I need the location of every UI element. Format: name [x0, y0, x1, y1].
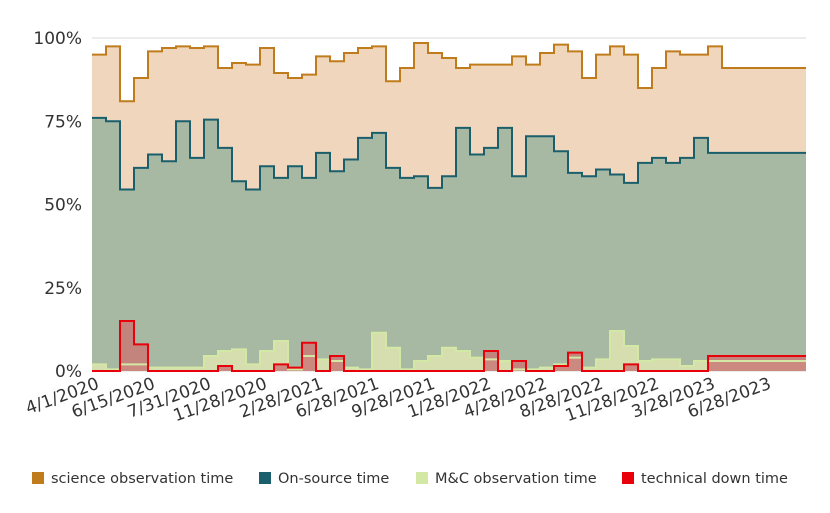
y-axis: 0% 25% 50% 75% 100% — [33, 29, 82, 382]
series-line-m-c-observation-time — [92, 330, 806, 371]
legend-swatch — [622, 472, 634, 484]
series-line-technical-down-time — [92, 320, 806, 372]
legend-label: science observation time — [51, 471, 233, 487]
series-line-science-observation-time — [92, 41, 806, 103]
y-tick-label: 50% — [44, 196, 82, 216]
legend-label: M&C observation time — [435, 471, 597, 487]
legend-label: technical down time — [641, 471, 788, 487]
plot-lines — [92, 41, 806, 372]
legend-swatch — [259, 472, 271, 484]
legend-swatch — [32, 472, 44, 484]
series-area-on-source-time — [92, 117, 806, 371]
x-axis: 4/1/20206/15/20207/31/202011/28/20202/28… — [23, 374, 774, 426]
y-tick-label: 75% — [44, 112, 82, 132]
series-area-technical-down-time — [92, 321, 806, 371]
legend-swatch — [416, 472, 428, 484]
legend-label: On-source time — [278, 471, 389, 487]
y-tick-label: 0% — [55, 362, 82, 382]
y-tick-label: 100% — [33, 29, 82, 49]
plot-areas — [92, 42, 806, 372]
legend: science observation time On-source time M&… — [32, 471, 788, 487]
series-area-m-c-observation-time — [92, 331, 806, 371]
series-line-on-source-time — [92, 116, 806, 191]
y-tick-label: 25% — [44, 279, 82, 299]
